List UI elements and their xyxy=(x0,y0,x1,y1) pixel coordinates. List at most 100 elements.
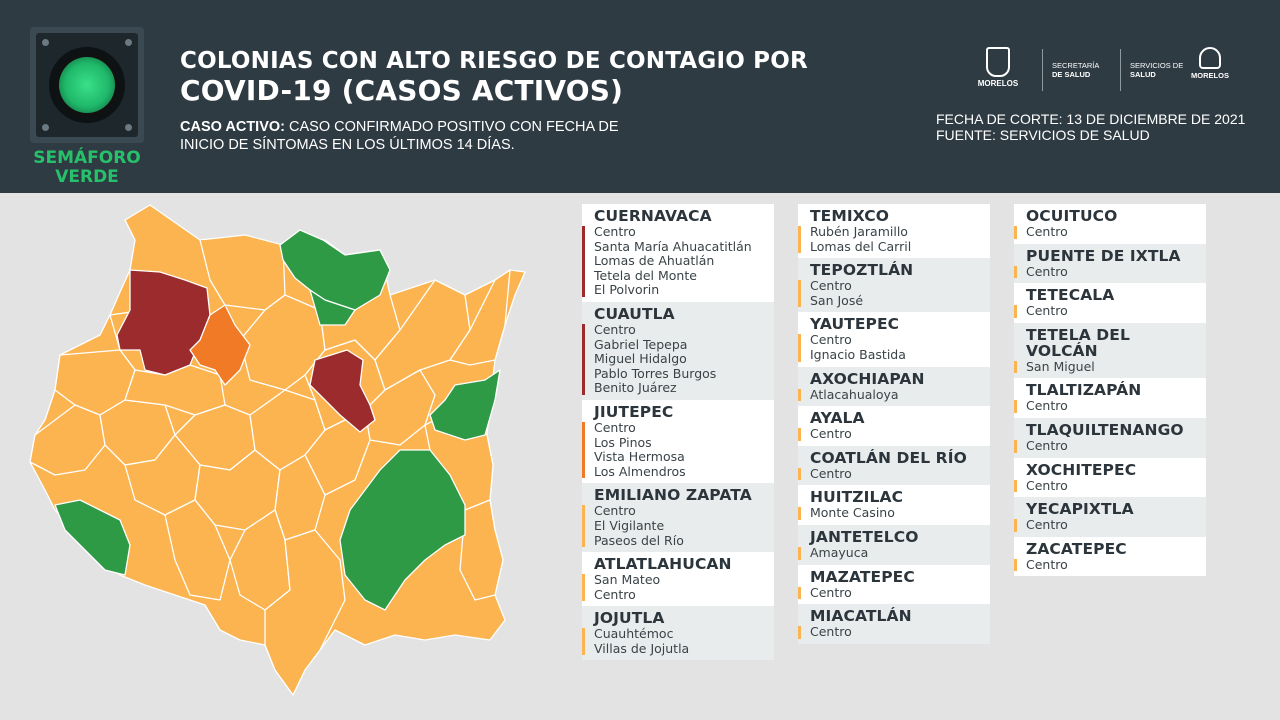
cutoff-date: FECHA DE CORTE: 13 DE DICIEMBRE DE 2021 … xyxy=(936,111,1246,143)
morelos-shield-logo: MORELOS xyxy=(976,47,1020,88)
map-municipio-green-east-south xyxy=(339,449,466,611)
colonia-item: Lomas de Ahuatlán xyxy=(594,253,715,269)
municipio-name: YAUTEPEC xyxy=(810,315,900,334)
municipio-card: CUERNAVACA Centro Santa María Ahuacatitlán… xyxy=(582,204,774,302)
municipio-name: TEPOZTLÁN xyxy=(810,261,914,280)
risk-color-bar xyxy=(582,628,585,656)
colonia-item: Centro xyxy=(1026,477,1068,493)
colonia-item: Miguel Hidalgo xyxy=(594,351,687,367)
colonia-item: Centro xyxy=(810,332,852,348)
risk-color-bar xyxy=(1014,479,1017,493)
colonia-item: Los Almendros xyxy=(594,463,686,479)
map-municipio-green-west xyxy=(54,499,131,576)
risk-color-bar xyxy=(1014,226,1017,239)
municipio-name: XOCHITEPEC xyxy=(1026,460,1137,479)
colonia-item: Centro xyxy=(1026,437,1068,453)
municipio-name: ATLATLAHUCAN xyxy=(594,555,732,574)
semaforo-label: SEMÁFORO VERDE xyxy=(33,148,141,187)
municipio-card: ZACATEPEC Centro xyxy=(1014,536,1206,577)
municipio-card: MAZATEPEC Centro xyxy=(798,564,990,605)
colonia-item: Cuauhtémoc xyxy=(594,626,674,642)
colonia-item: Centro xyxy=(1026,517,1068,533)
colonia-item: El Polvorin xyxy=(594,282,660,298)
municipio-card: AYALA Centro xyxy=(798,406,990,446)
municipio-name: COATLÁN DEL RÍO xyxy=(810,448,967,467)
colonia-item: Pablo Torres Burgos xyxy=(594,365,717,381)
colonia-item: Centro xyxy=(810,278,852,294)
municipio-card: TETELA DEL VOLCÁN San Miguel xyxy=(1014,322,1206,379)
map-municipio-green-north xyxy=(279,229,391,311)
municipio-name: JOJUTLA xyxy=(594,609,665,628)
municipio-name: OCUITUCO xyxy=(1026,207,1118,225)
municipio-card: JANTETELCO Amayuca xyxy=(798,524,990,565)
colonia-item: Ignacio Bastida xyxy=(810,346,906,362)
municipio-name: CUAUTLA xyxy=(594,304,675,323)
colonia-item: Centro xyxy=(594,586,636,602)
municipio-card: OCUITUCO Centro xyxy=(1014,204,1206,244)
risk-color-bar xyxy=(1014,265,1017,279)
municipio-name: TLALTIZAPÁN xyxy=(1026,381,1142,400)
colonia-item: San Mateo xyxy=(594,572,661,588)
municipio-name: TLAQUILTENANGO xyxy=(1026,420,1184,439)
risk-color-bar xyxy=(798,388,801,402)
municipio-card: ATLATLAHUCAN San Mateo Centro xyxy=(582,552,774,607)
risk-color-bar xyxy=(582,505,585,548)
municipio-name: CUERNAVACA xyxy=(594,207,712,225)
municipio-card: TEPOZTLÁN Centro San José xyxy=(798,258,990,313)
municipio-card: TEMIXCO Rubén Jaramillo Lomas del Carril xyxy=(798,204,990,259)
risk-color-bar xyxy=(582,421,585,479)
municipio-card: TLAQUILTENANGO Centro xyxy=(1014,417,1206,458)
colonia-item: Centro xyxy=(810,465,852,481)
colonia-item: Gabriel Tepepa xyxy=(594,336,688,352)
municipio-card: MIACATLÁN Centro xyxy=(798,604,990,644)
municipio-card: XOCHITEPEC Centro xyxy=(1014,457,1206,498)
colonia-item: Centro xyxy=(810,584,852,600)
municipio-card: JIUTEPEC Centro Los Pinos Vista Hermosa Los … xyxy=(582,399,774,484)
colonia-item: San Miguel xyxy=(1026,358,1095,374)
colonia-item: Monte Casino xyxy=(810,505,895,521)
active-case-definition: CASO ACTIVO: CASO CONFIRMADO POSITIVO CO… xyxy=(180,119,619,153)
page-title: COLONIAS CON ALTO RIESGO DE CONTAGIO POR… xyxy=(180,48,808,107)
municipios-column-1: CUERNAVACA Centro Santa María Ahuacatitlán… xyxy=(582,204,774,661)
municipio-name: TETECALA xyxy=(1026,286,1115,305)
municipio-name: MAZATEPEC xyxy=(810,567,915,586)
colonia-item: Centro xyxy=(1026,303,1068,319)
municipio-card: TETECALA Centro xyxy=(1014,283,1206,323)
municipio-card: EMILIANO ZAPATA Centro El Vigilante Paseos … xyxy=(582,483,774,553)
risk-color-bar xyxy=(798,280,801,308)
risk-color-bar xyxy=(798,546,801,560)
municipio-card: PUENTE DE IXTLA Centro xyxy=(1014,243,1206,284)
municipio-name: TETELA DEL VOLCÁN xyxy=(1026,325,1130,360)
municipio-card: AXOCHIAPAN Atlacahualoya xyxy=(798,366,990,407)
colonia-item: Centro xyxy=(1026,398,1068,414)
risk-color-bar xyxy=(798,467,801,481)
morelos-municipalities-map xyxy=(29,204,526,696)
risk-color-bar xyxy=(798,586,801,600)
risk-color-bar xyxy=(1014,305,1017,318)
municipio-card: COATLÁN DEL RÍO Centro xyxy=(798,445,990,486)
risk-color-bar xyxy=(1014,400,1017,413)
colonia-item: Centro xyxy=(810,624,852,640)
risk-color-bar xyxy=(582,574,585,602)
secretaria-salud-logo: SECRETARÍA DE SALUD xyxy=(1052,61,1100,79)
municipio-name: EMILIANO ZAPATA xyxy=(594,486,752,505)
municipio-name: PUENTE DE IXTLA xyxy=(1026,246,1181,265)
municipio-name: HUITZILAC xyxy=(810,488,904,507)
risk-color-bar xyxy=(798,334,801,362)
municipio-card: YECAPIXTLA Centro xyxy=(1014,497,1206,537)
colonia-item: Centro xyxy=(594,503,636,519)
municipio-name: AXOCHIAPAN xyxy=(810,369,925,388)
colonia-item: San José xyxy=(810,292,864,308)
municipio-card: HUITZILAC Monte Casino xyxy=(798,485,990,525)
colonia-item: Centro xyxy=(594,419,636,435)
risk-color-bar xyxy=(1014,519,1017,532)
colonia-item: Santa María Ahuacatitlán xyxy=(594,238,752,254)
colonia-item: Villas de Jojutla xyxy=(594,640,690,656)
morelos-flower-logo: MORELOS xyxy=(1188,47,1232,80)
risk-color-bar xyxy=(798,428,801,441)
map-municipio-cuautla xyxy=(309,349,376,433)
risk-color-bar xyxy=(798,626,801,639)
colonia-item: Centro xyxy=(594,321,636,337)
municipio-name: AYALA xyxy=(810,409,865,428)
institution-logos: MORELOS SECRETARÍA DE SALUD SERVICIOS DE… xyxy=(970,45,1240,95)
